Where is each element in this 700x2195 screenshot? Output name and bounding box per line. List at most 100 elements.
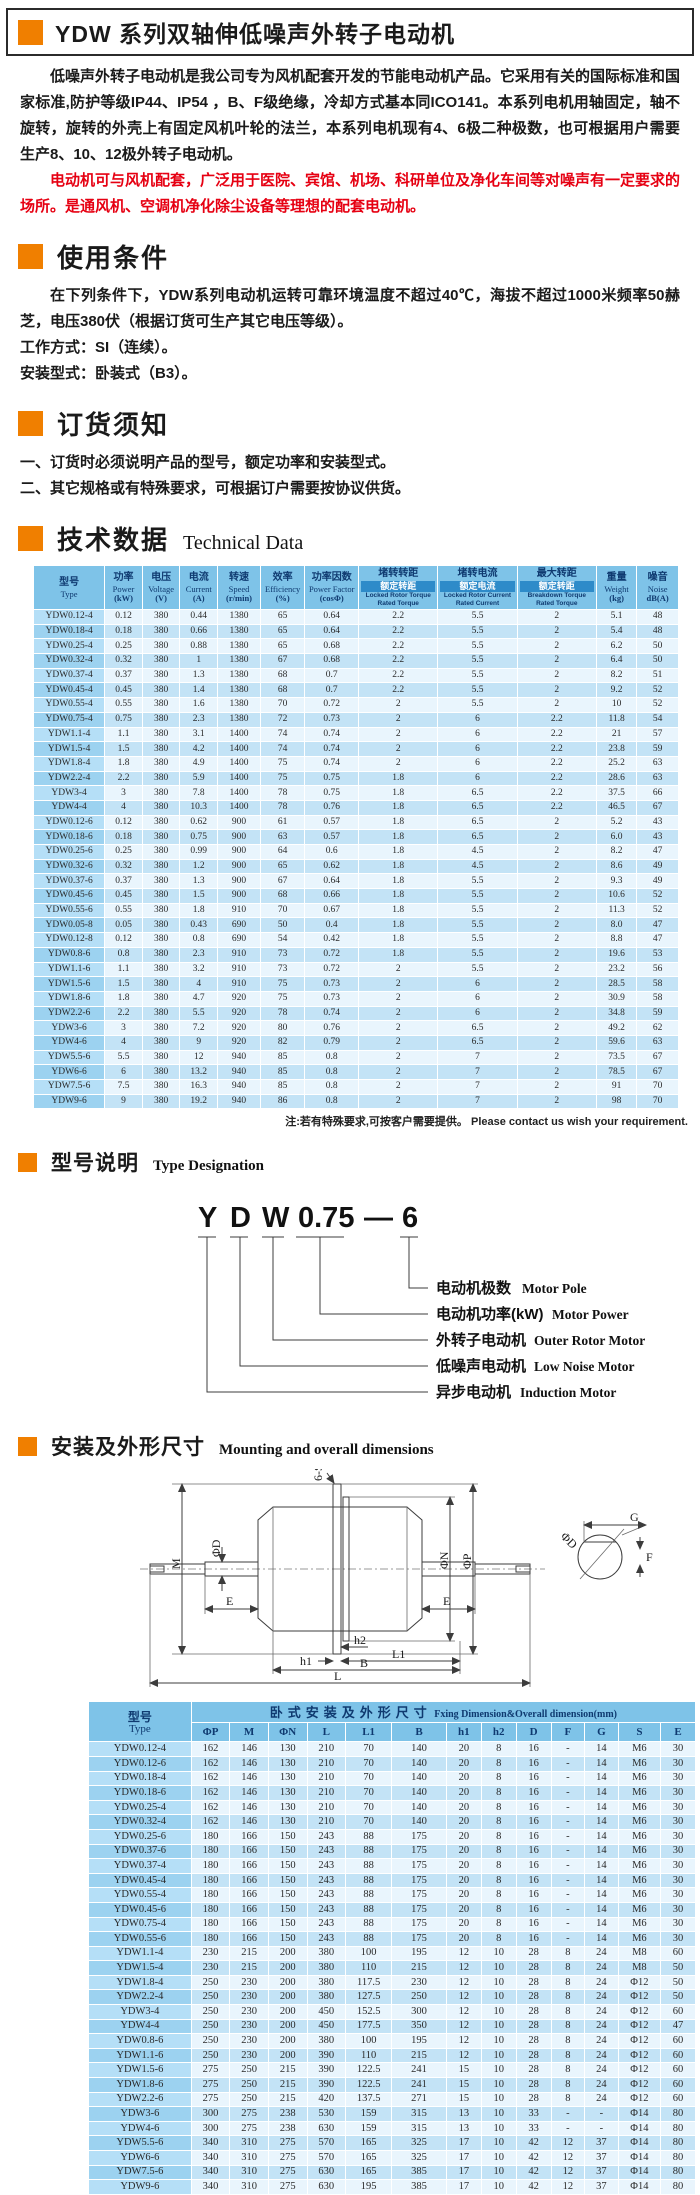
orange-square-icon (18, 1436, 37, 1456)
table-cell: 6 (437, 741, 518, 757)
table-cell: 7 (437, 1049, 518, 1066)
table-cell: 380 (141, 990, 181, 1007)
table-cell: - (550, 2106, 586, 2122)
table-cell: 37.5 (595, 785, 638, 801)
table-cell: 2 (516, 609, 597, 625)
table-cell: 64 (260, 844, 306, 860)
table-cell: 8 (480, 1872, 517, 1889)
table-cell: 85 (260, 1049, 306, 1066)
table-cell: 0.18 (104, 623, 143, 640)
table-cell: 690 (217, 917, 262, 934)
table-cell: 380 (141, 638, 181, 655)
table-cell: 0.74 (304, 741, 360, 757)
table-cell: 275 (267, 2164, 308, 2181)
table-row: YDW1.1-6 250 230 200 390 110 215 12 10 28 8 24 Φ12 60 (88, 2047, 696, 2064)
table-cell: 100 (345, 1945, 393, 1962)
column-header-cn: 噪音 (647, 572, 668, 583)
table-cell: 920 (217, 1034, 262, 1051)
table-cell: 450 (306, 2018, 347, 2035)
table-cell: 5.5 (437, 682, 518, 699)
table-cell: 88 (345, 1887, 393, 1903)
table-row: YDW0.8-6 250 230 200 380 100 195 12 10 28 8 24 Φ12 60 (88, 2033, 696, 2049)
table-cell: - (550, 1814, 586, 1830)
table-cell: 215 (267, 2062, 308, 2079)
table-cell: 0.43 (179, 917, 219, 934)
span-header-cn: 卧式安装及外形尺寸 (269, 1705, 432, 1721)
table-cell: 3.2 (179, 961, 219, 978)
section-mounting-header: 安装及外形尺寸 Mounting and overall dimensions (18, 1431, 700, 1461)
table-cell: 49.2 (595, 1020, 638, 1036)
motor-type-cell: YDW1.8-6 (88, 2077, 192, 2093)
table-cell: 159 (345, 2106, 393, 2122)
table-cell: 16 (515, 1770, 552, 1787)
table-cell: 152.5 (345, 2004, 393, 2020)
motor-type-cell: YDW0.32-6 (32, 858, 106, 875)
table-cell: 73 (260, 961, 306, 978)
column-header: D (515, 1722, 552, 1743)
column-header: 噪音 Noise dB(A) (636, 565, 679, 610)
table-cell: 2 (358, 976, 439, 992)
table-cell: 43 (636, 829, 679, 845)
table-cell: 0.05 (104, 917, 143, 934)
table-cell: 1.8 (358, 932, 439, 948)
ordering-item: 一、订货时必须说明产品的型号，额定功率和安装型式。 (20, 454, 396, 471)
table-cell: 140 (391, 1814, 447, 1830)
table-cell: 0.18 (104, 829, 143, 845)
table-cell: M6 (617, 1814, 662, 1830)
table-cell: 210 (306, 1770, 347, 1787)
table-cell: 6.0 (595, 829, 638, 845)
table-cell: 380 (141, 1064, 181, 1080)
table-cell: 275 (190, 2077, 231, 2093)
table-cell: M6 (617, 1770, 662, 1787)
table-cell: 180 (190, 1931, 231, 1947)
column-header-en: Breakdown Torque (527, 592, 586, 599)
table-cell: 275 (229, 2120, 269, 2137)
column-header-en: Locked Rotor Current (443, 592, 512, 599)
table-row: YDW0.12-6 0.12 380 0.62 900 61 0.57 1.8 6.5 2 5.2 4… (32, 814, 679, 831)
motor-type-cell: YDW0.12-6 (88, 1755, 192, 1772)
column-header-en: Locked Rotor Torque (365, 592, 431, 599)
table-cell: 0.73 (304, 711, 360, 728)
table-cell: 56 (636, 961, 679, 978)
table-cell: 177.5 (345, 2018, 393, 2035)
table-cell: 30.9 (595, 990, 638, 1007)
table-cell: 59 (636, 1005, 679, 1022)
table-cell: 68 (260, 682, 306, 699)
motor-type-cell: YDW4-6 (32, 1034, 106, 1051)
motor-type-cell: YDW4-4 (32, 799, 106, 816)
motor-type-cell: YDW0.75-4 (32, 711, 106, 728)
table-cell: 0.12 (104, 932, 143, 948)
column-header-unit: (V) (155, 593, 168, 603)
table-cell: 30 (660, 1843, 696, 1860)
table-cell: 0.25 (104, 638, 143, 655)
code-part: Y (198, 1202, 217, 1234)
table-cell: 6.5 (437, 829, 518, 845)
motor-type-cell: YDW2.2-4 (32, 770, 106, 787)
table-header-row: 型号 Type 卧式安装及外形尺寸 Fxing Dimension&Overall … (88, 1701, 697, 1743)
table-cell: 0.57 (304, 814, 360, 831)
table-cell: 2 (358, 1049, 439, 1066)
table-cell: 2.2 (516, 711, 597, 728)
dim-label-f: F (646, 1550, 653, 1564)
table-cell: 4.9 (179, 755, 219, 772)
table-cell: 2.2 (358, 667, 439, 684)
table-cell: 325 (391, 2150, 447, 2166)
table-cell: 162 (190, 1785, 231, 1801)
table-cell: 2.2 (358, 638, 439, 655)
table-cell: 570 (306, 2150, 347, 2166)
table-cell: 380 (141, 961, 181, 978)
table-cell: Φ14 (617, 2135, 662, 2151)
table-cell: 1 (179, 653, 219, 669)
table-cell: 8 (480, 1828, 517, 1845)
table-cell: 8 (550, 1945, 586, 1962)
table-cell: 65 (260, 623, 306, 640)
table-cell: 2 (516, 1020, 597, 1036)
table-cell: 0.32 (104, 653, 143, 669)
table-cell: 7 (437, 1079, 518, 1095)
motor-type-cell: YDW2.2-4 (88, 1989, 192, 2006)
table-cell: Φ14 (617, 2106, 662, 2122)
motor-type-cell: YDW3-6 (88, 2106, 192, 2122)
table-cell: 20 (445, 1887, 482, 1903)
table-cell: 20 (445, 1872, 482, 1889)
table-cell: 7.5 (104, 1079, 143, 1095)
